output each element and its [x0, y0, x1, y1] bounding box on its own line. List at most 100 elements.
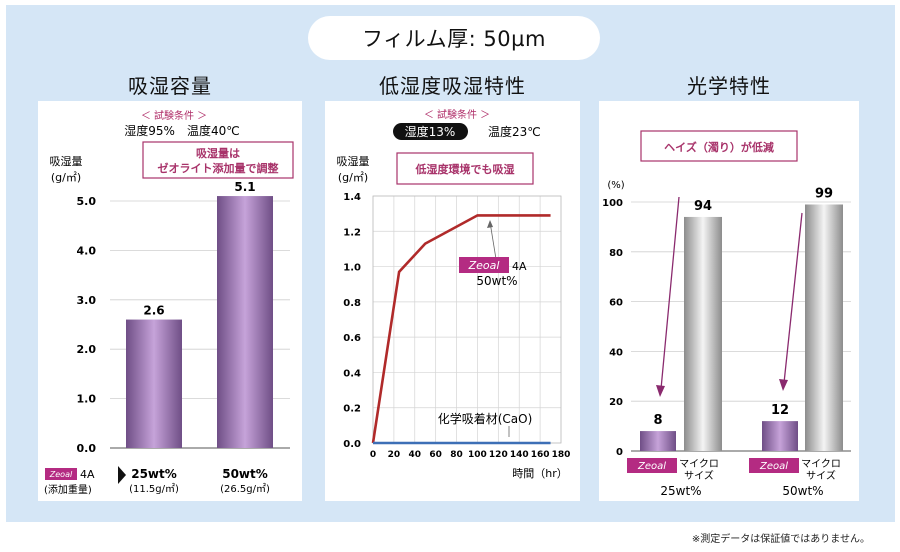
- y-axis-unit: (%): [607, 180, 624, 191]
- y-tick-label: 20: [609, 397, 623, 408]
- category-label: 50wt%: [222, 467, 268, 481]
- micro-size-label: サイズ: [684, 469, 714, 482]
- svg-text:Zeoal: Zeoal: [468, 259, 500, 272]
- x-tick-label: 180: [552, 450, 571, 460]
- micro-size-label: マイクロ: [679, 458, 719, 470]
- callout-line-1: 吸湿量は: [196, 146, 240, 160]
- humidity-badge: [393, 123, 468, 140]
- zeoal-badge: Zeoal: [749, 458, 799, 473]
- y-tick-label: 1.2: [343, 227, 361, 238]
- legend-suffix: 4A: [80, 468, 95, 481]
- callout-box: [396, 152, 534, 185]
- moisture-capacity-chart: ＜ 試験条件 ＞ 湿度95% 温度40℃ 吸湿量は ゼオライト添加量で調整 吸湿…: [44, 109, 294, 496]
- x-tick-label: 120: [489, 450, 508, 460]
- bar-zeoal: [762, 421, 798, 451]
- y-tick-label: 5.0: [77, 195, 97, 208]
- legend-zeoal-badge: Zeoal: [45, 468, 77, 480]
- y-tick-label: 40: [609, 347, 623, 358]
- bar-value-label: 8: [653, 413, 662, 428]
- x-tick-label: 160: [531, 450, 550, 460]
- category-sub-label: (11.5g/㎡): [129, 483, 179, 495]
- pointer-arrow-icon: [779, 379, 788, 391]
- zeoal-badge: Zeoal: [627, 458, 677, 473]
- label-cao: 化学吸着材(CaO): [438, 411, 533, 426]
- panel-low-humidity: ＜ 試験条件 ＞ 湿度13% 温度23℃ 低湿度環境でも吸湿 吸湿量 (g/㎡)…: [325, 101, 580, 501]
- x-tick-label: 0: [370, 450, 376, 460]
- x-tick-label: 80: [450, 450, 463, 460]
- y-tick-label: 1.4: [343, 192, 361, 203]
- svg-text:Zeoal: Zeoal: [759, 461, 788, 472]
- bar: [217, 196, 273, 448]
- y-tick-label: 3.0: [77, 294, 97, 307]
- y-tick-label: 1.0: [343, 263, 361, 274]
- x-tick-label: 20: [388, 450, 401, 460]
- x-axis-label: 時間（hr）: [512, 467, 568, 480]
- optical-chart: ヘイズ（濁り）が低減 (%) 100 80 60 40 20 0 8 12 94 99 Zeoa…: [602, 130, 851, 498]
- y-tick-label: 80: [609, 248, 623, 259]
- label-zeoal-sub: 50wt%: [476, 274, 517, 288]
- y-tick-label: 0.2: [343, 404, 361, 415]
- bar-value-label: 94: [694, 199, 712, 214]
- y-axis-unit: (g/㎡): [338, 171, 368, 184]
- arrow-triangle-icon: [118, 466, 126, 484]
- y-axis-unit: (g/㎡): [51, 171, 81, 184]
- group-label: 25wt%: [660, 484, 701, 498]
- callout-text: ヘイズ（濁り）が低減: [664, 140, 774, 154]
- pointer-arrow-line: [783, 212, 803, 384]
- y-tick-label: 100: [602, 198, 623, 209]
- x-tick-label: 40: [409, 450, 422, 460]
- footnote: ※測定データは保証値ではありません。: [691, 534, 870, 545]
- y-tick-label: 0.6: [343, 333, 361, 344]
- plot-frame: [372, 195, 562, 444]
- y-axis-label: 吸湿量: [337, 155, 370, 168]
- callout-line-2: ゼオライト添加量で調整: [158, 161, 279, 175]
- bar-value-label: 99: [815, 186, 833, 201]
- section-title-moisture-capacity: 吸湿容量: [128, 74, 212, 98]
- condition-header: ＜ 試験条件 ＞: [424, 108, 490, 121]
- y-tick-label: 0.8: [343, 298, 361, 309]
- category-label: 25wt%: [131, 467, 177, 481]
- annotation-leader-line: [489, 221, 497, 260]
- bar-value-label: 5.1: [234, 180, 255, 194]
- humidity-badge-text: 湿度13%: [405, 124, 456, 139]
- bar-zeoal: [640, 431, 676, 451]
- panel-optical: ヘイズ（濁り）が低減 (%) 100 80 60 40 20 0 8 12 94 99 Zeoa…: [599, 101, 859, 501]
- temperature: 温度23℃: [488, 124, 541, 139]
- svg-text:Zeoal: Zeoal: [49, 470, 73, 479]
- pointer-arrow-icon: [656, 385, 665, 397]
- category-sub-label: (26.5g/㎡): [220, 483, 270, 495]
- x-tick-label: 60: [429, 450, 442, 460]
- y-tick-label: 1.0: [77, 393, 97, 406]
- bar: [126, 319, 182, 448]
- legend-note: (添加重量): [44, 483, 92, 496]
- bar-value-label: 12: [771, 403, 789, 418]
- y-tick-label: 4.0: [77, 244, 97, 257]
- x-tick-label: 140: [510, 450, 529, 460]
- callout-text: 低湿度環境でも吸湿: [415, 162, 515, 176]
- label-zeoal-suffix: 4A: [512, 260, 527, 273]
- label-zeoal-badge: Zeoal: [459, 257, 509, 273]
- main-title: フィルム厚: 50µm: [308, 16, 600, 60]
- callout-box: [142, 141, 294, 179]
- y-tick-label: 0.0: [77, 442, 97, 455]
- section-title-optical: 光学特性: [687, 74, 771, 98]
- test-conditions: 湿度95% 温度40℃: [124, 123, 239, 138]
- x-tick-label: 100: [468, 450, 487, 460]
- low-humidity-chart: ＜ 試験条件 ＞ 湿度13% 温度23℃ 低湿度環境でも吸湿 吸湿量 (g/㎡)…: [337, 108, 571, 480]
- group-label: 50wt%: [782, 484, 823, 498]
- y-tick-label: 0.4: [343, 368, 361, 379]
- micro-size-label: マイクロ: [801, 458, 841, 470]
- svg-text:Zeoal: Zeoal: [637, 461, 666, 472]
- y-tick-label: 60: [609, 298, 623, 309]
- y-tick-label: 0: [616, 447, 623, 458]
- y-tick-label: 0.0: [343, 439, 361, 450]
- pointer-arrow-line: [660, 196, 680, 390]
- bar-micro: [805, 204, 843, 451]
- micro-size-label: サイズ: [806, 469, 836, 482]
- series-line-zeoal: [371, 214, 551, 444]
- y-tick-label: 2.0: [77, 343, 97, 356]
- y-axis-label: 吸湿量: [50, 155, 83, 168]
- condition-header: ＜ 試験条件 ＞: [141, 109, 207, 122]
- annotation-arrow-icon: [487, 220, 493, 228]
- bar-value-label: 2.6: [143, 304, 164, 318]
